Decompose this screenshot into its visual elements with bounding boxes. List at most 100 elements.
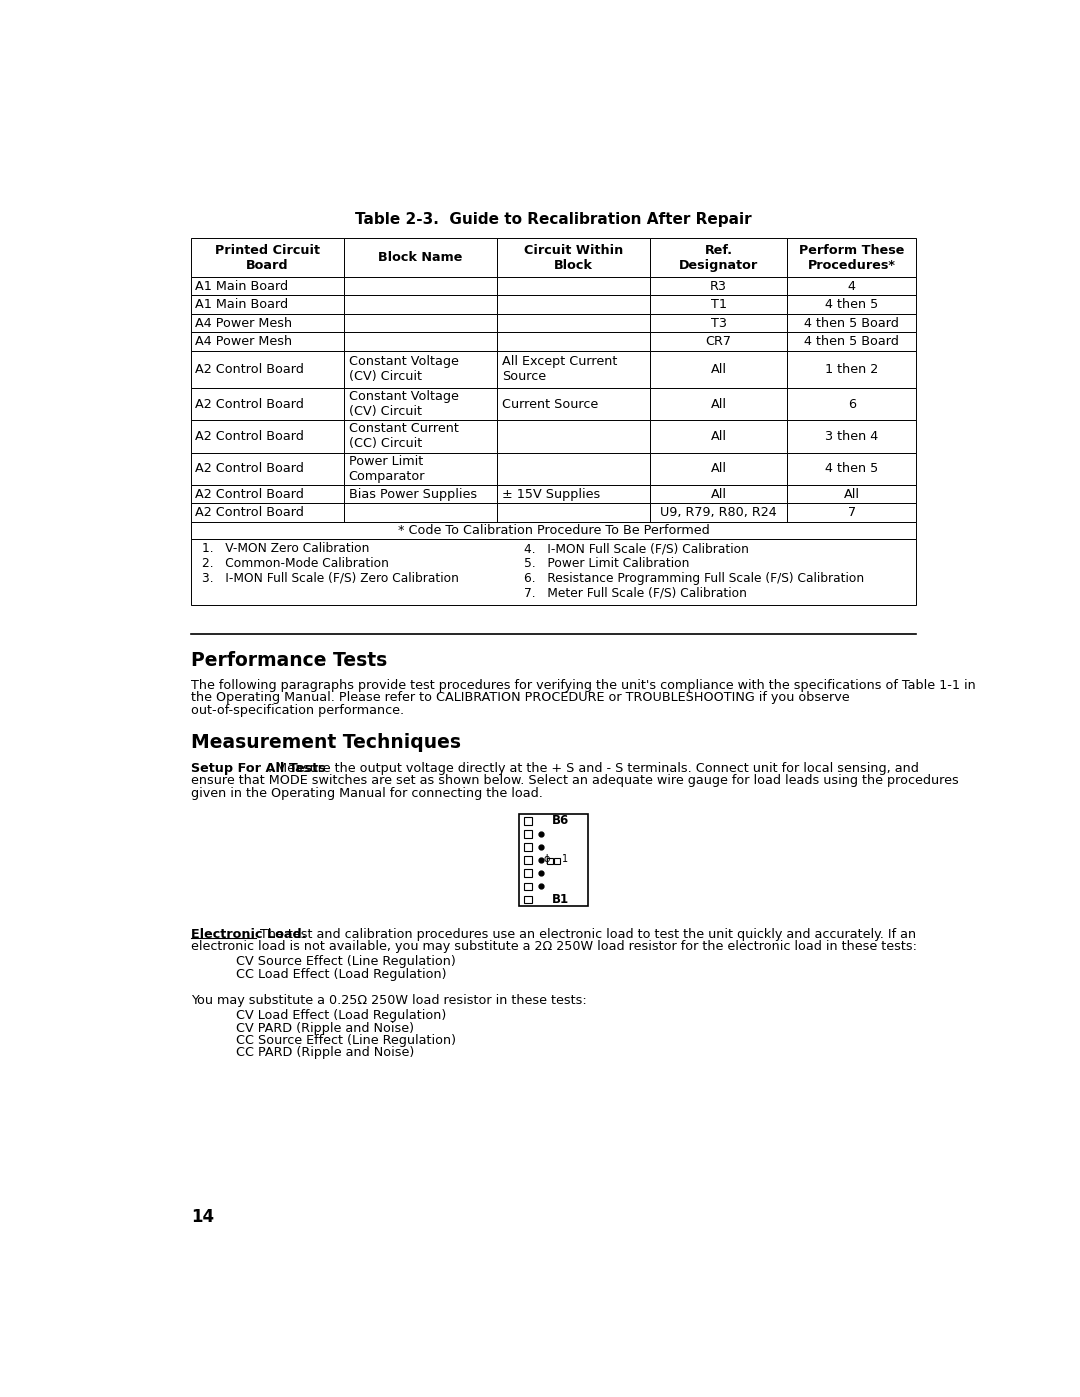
Bar xyxy=(343,388,497,420)
Bar xyxy=(787,332,916,351)
Text: 5.   Power Limit Calibration: 5. Power Limit Calibration xyxy=(525,557,690,570)
Text: T1: T1 xyxy=(711,298,727,312)
Bar xyxy=(343,453,497,485)
Text: 3.   I-MON Full Scale (F/S) Zero Calibration: 3. I-MON Full Scale (F/S) Zero Calibrati… xyxy=(202,571,459,584)
Text: 4.   I-MON Full Scale (F/S) Calibration: 4. I-MON Full Scale (F/S) Calibration xyxy=(525,542,750,555)
Bar xyxy=(191,351,343,388)
Text: 4: 4 xyxy=(848,279,855,293)
Text: Power Limit
Comparator: Power Limit Comparator xyxy=(349,454,426,483)
Text: T3: T3 xyxy=(711,317,727,330)
Bar xyxy=(343,277,497,295)
Text: Constant Voltage
(CV) Circuit: Constant Voltage (CV) Circuit xyxy=(349,355,459,383)
Text: Printed Circuit
Board: Printed Circuit Board xyxy=(215,243,320,272)
Text: A1 Main Board: A1 Main Board xyxy=(195,298,288,312)
Bar xyxy=(497,388,650,420)
Text: 6: 6 xyxy=(848,398,855,411)
Bar xyxy=(343,420,497,453)
Text: 6.   Resistance Programming Full Scale (F/S) Calibration: 6. Resistance Programming Full Scale (F/… xyxy=(525,571,865,584)
Text: 14: 14 xyxy=(191,1208,214,1227)
Text: CV Source Effect (Line Regulation): CV Source Effect (Line Regulation) xyxy=(235,956,456,968)
Text: 7: 7 xyxy=(848,506,855,520)
Text: Electronic Load.: Electronic Load. xyxy=(191,928,307,940)
Text: * Code To Calibration Procedure To Be Performed: * Code To Calibration Procedure To Be Pe… xyxy=(397,524,710,536)
Text: All Except Current
Source: All Except Current Source xyxy=(502,355,617,383)
Bar xyxy=(650,420,787,453)
Bar xyxy=(650,239,787,277)
Bar xyxy=(191,277,343,295)
Bar xyxy=(497,420,650,453)
Bar xyxy=(519,814,588,907)
Bar xyxy=(787,453,916,485)
Bar xyxy=(787,485,916,503)
Text: 2.   Common-Mode Calibration: 2. Common-Mode Calibration xyxy=(202,557,389,570)
Bar xyxy=(650,485,787,503)
Text: Block Name: Block Name xyxy=(378,251,462,264)
Bar xyxy=(497,453,650,485)
Bar xyxy=(546,858,553,865)
Text: The test and calibration procedures use an electronic load to test the unit quic: The test and calibration procedures use … xyxy=(256,928,916,940)
Bar xyxy=(524,830,531,838)
Bar xyxy=(343,503,497,522)
Text: A4 Power Mesh: A4 Power Mesh xyxy=(195,317,293,330)
Bar xyxy=(191,420,343,453)
Bar xyxy=(650,314,787,332)
Text: the Operating Manual. Please refer to CALIBRATION PROCEDURE or TROUBLESHOOTING i: the Operating Manual. Please refer to CA… xyxy=(191,692,850,704)
Bar xyxy=(497,485,650,503)
Text: All: All xyxy=(843,488,860,500)
Text: Measurement Techniques: Measurement Techniques xyxy=(191,733,461,752)
Bar xyxy=(650,277,787,295)
Text: Constant Voltage
(CV) Circuit: Constant Voltage (CV) Circuit xyxy=(349,390,459,418)
Bar xyxy=(191,388,343,420)
Text: All: All xyxy=(711,488,727,500)
Bar xyxy=(497,503,650,522)
Bar xyxy=(650,503,787,522)
Bar xyxy=(191,295,343,314)
Bar xyxy=(191,239,343,277)
Bar xyxy=(554,858,561,865)
Text: 1: 1 xyxy=(562,855,568,865)
Text: 1.   V-MON Zero Calibration: 1. V-MON Zero Calibration xyxy=(202,542,369,555)
Text: Perform These
Procedures*: Perform These Procedures* xyxy=(799,243,904,272)
Text: ensure that MODE switches are set as shown below. Select an adequate wire gauge : ensure that MODE switches are set as sho… xyxy=(191,774,959,788)
Text: A4 Power Mesh: A4 Power Mesh xyxy=(195,335,293,348)
Bar xyxy=(787,503,916,522)
Bar xyxy=(650,332,787,351)
Text: . Measure the output voltage directly at the + S and - S terminals. Connect unit: . Measure the output voltage directly at… xyxy=(268,763,919,775)
Bar xyxy=(497,295,650,314)
Bar xyxy=(524,883,531,890)
Bar xyxy=(787,314,916,332)
Bar xyxy=(787,239,916,277)
Text: ϕ: ϕ xyxy=(543,855,550,865)
Text: 7.   Meter Full Scale (F/S) Calibration: 7. Meter Full Scale (F/S) Calibration xyxy=(525,587,747,599)
Bar xyxy=(191,522,916,539)
Text: B6: B6 xyxy=(552,814,569,827)
Text: A2 Control Board: A2 Control Board xyxy=(195,462,305,475)
Text: U9, R79, R80, R24: U9, R79, R80, R24 xyxy=(660,506,778,520)
Text: ± 15V Supplies: ± 15V Supplies xyxy=(502,488,600,500)
Text: CV Load Effect (Load Regulation): CV Load Effect (Load Regulation) xyxy=(235,1009,446,1023)
Text: Current Source: Current Source xyxy=(502,398,598,411)
Text: CR7: CR7 xyxy=(705,335,732,348)
Bar xyxy=(524,817,531,824)
Bar xyxy=(191,539,916,605)
Bar xyxy=(787,420,916,453)
Bar xyxy=(497,314,650,332)
Bar xyxy=(650,388,787,420)
Bar xyxy=(787,277,916,295)
Bar xyxy=(191,453,343,485)
Text: 3 then 4: 3 then 4 xyxy=(825,430,878,443)
Text: 4 then 5 Board: 4 then 5 Board xyxy=(805,335,900,348)
Text: Setup For All Tests: Setup For All Tests xyxy=(191,763,325,775)
Text: out-of-specification performance.: out-of-specification performance. xyxy=(191,704,404,717)
Text: You may substitute a 0.25Ω 250W load resistor in these tests:: You may substitute a 0.25Ω 250W load res… xyxy=(191,993,586,1007)
Bar xyxy=(191,485,343,503)
Text: A2 Control Board: A2 Control Board xyxy=(195,488,305,500)
Text: CC Load Effect (Load Regulation): CC Load Effect (Load Regulation) xyxy=(235,968,446,981)
Text: R3: R3 xyxy=(711,279,727,293)
Bar xyxy=(497,332,650,351)
Bar xyxy=(787,351,916,388)
Text: Performance Tests: Performance Tests xyxy=(191,651,387,671)
Bar xyxy=(650,351,787,388)
Text: 1 then 2: 1 then 2 xyxy=(825,363,878,376)
Bar xyxy=(497,277,650,295)
